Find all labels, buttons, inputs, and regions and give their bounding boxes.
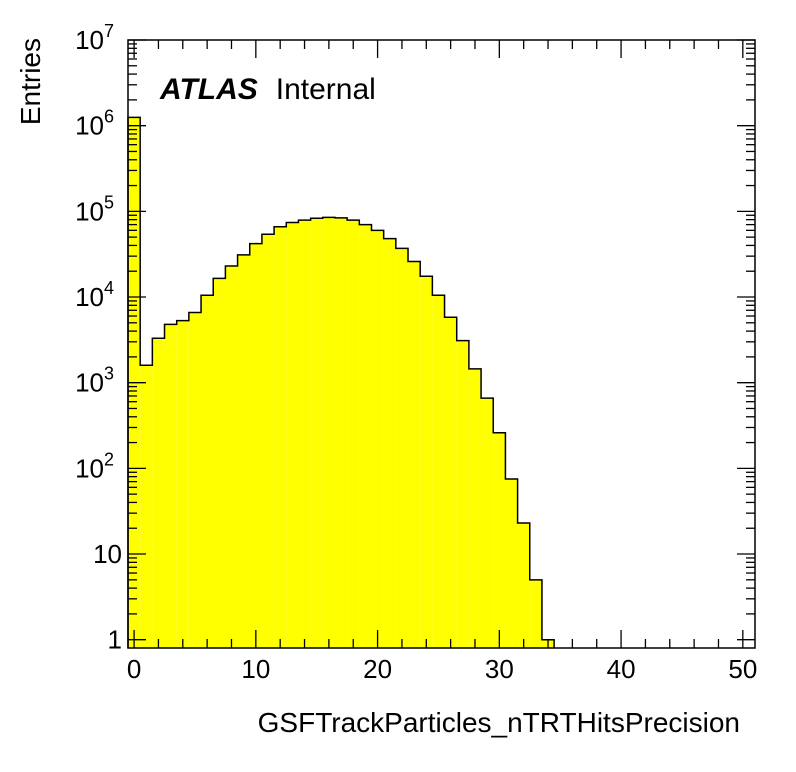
atlas-label-bold: ATLAS — [159, 73, 258, 106]
histogram-bin — [176, 320, 189, 648]
histogram-bin — [261, 234, 275, 648]
y-tick-label: 102 — [75, 449, 114, 483]
x-tick-label: 30 — [485, 654, 514, 684]
histogram-bin — [310, 218, 323, 648]
x-tick-labels: 0 10 20 30 40 50 — [127, 654, 757, 684]
histogram-outline — [127, 116, 555, 648]
histogram-bin — [456, 340, 469, 648]
histogram-bin — [371, 230, 384, 648]
plot-frame — [127, 39, 756, 649]
histogram-bin — [493, 432, 506, 648]
x-tick-label: 40 — [607, 654, 636, 684]
histogram-bin — [140, 365, 153, 648]
histogram-bin — [529, 579, 542, 648]
histogram-bin — [420, 276, 433, 648]
y-tick-label: 106 — [75, 107, 114, 141]
axis-ticks — [128, 39, 755, 648]
histogram-bin — [213, 278, 226, 648]
histogram-bin — [408, 261, 421, 648]
y-tick-label: 107 — [75, 21, 114, 55]
x-tick-label: 10 — [241, 654, 270, 684]
y-tick-label: 1 — [108, 625, 122, 655]
x-tick-label: 20 — [363, 654, 392, 684]
atlas-label: ATLAS Internal — [159, 73, 376, 106]
histogram-bin — [334, 217, 348, 648]
histogram-bin — [164, 324, 177, 648]
y-tick-label: 104 — [75, 278, 114, 312]
y-tick-label: 105 — [75, 192, 114, 226]
histogram-bin — [152, 338, 165, 648]
atlas-label-internal: Internal — [276, 73, 376, 106]
histogram-bin — [359, 224, 372, 648]
x-tick-label: 50 — [728, 654, 757, 684]
histogram-bin — [298, 220, 311, 648]
histogram-bin — [286, 222, 299, 649]
histogram-bin — [274, 226, 287, 648]
histogram-bin — [395, 248, 409, 648]
x-axis-title: GSFTrackParticles_nTRTHitsPrecision — [258, 707, 740, 738]
histogram-bin — [322, 217, 335, 649]
histogram-bin — [383, 238, 396, 649]
histogram-bin — [225, 266, 238, 648]
histogram-bin — [505, 479, 518, 648]
histogram-bin — [347, 220, 360, 648]
histogram-bars — [128, 117, 555, 649]
histogram-bin — [249, 243, 262, 648]
y-tick-label: 103 — [75, 364, 114, 398]
y-tick-label: 10 — [93, 539, 122, 569]
y-tick-labels: 1 10 102 103 104 105 106 107 — [75, 21, 122, 655]
histogram-bin — [237, 254, 250, 648]
histogram-bin — [188, 312, 202, 648]
histogram-bin — [201, 295, 214, 648]
histogram-bin — [468, 368, 482, 648]
histogram-bin — [444, 317, 457, 648]
y-axis-title: Entries — [15, 38, 46, 125]
histogram-bin — [517, 523, 530, 648]
histogram-bin — [481, 398, 494, 648]
x-tick-label: 0 — [127, 654, 141, 684]
histogram-bin — [432, 295, 445, 648]
